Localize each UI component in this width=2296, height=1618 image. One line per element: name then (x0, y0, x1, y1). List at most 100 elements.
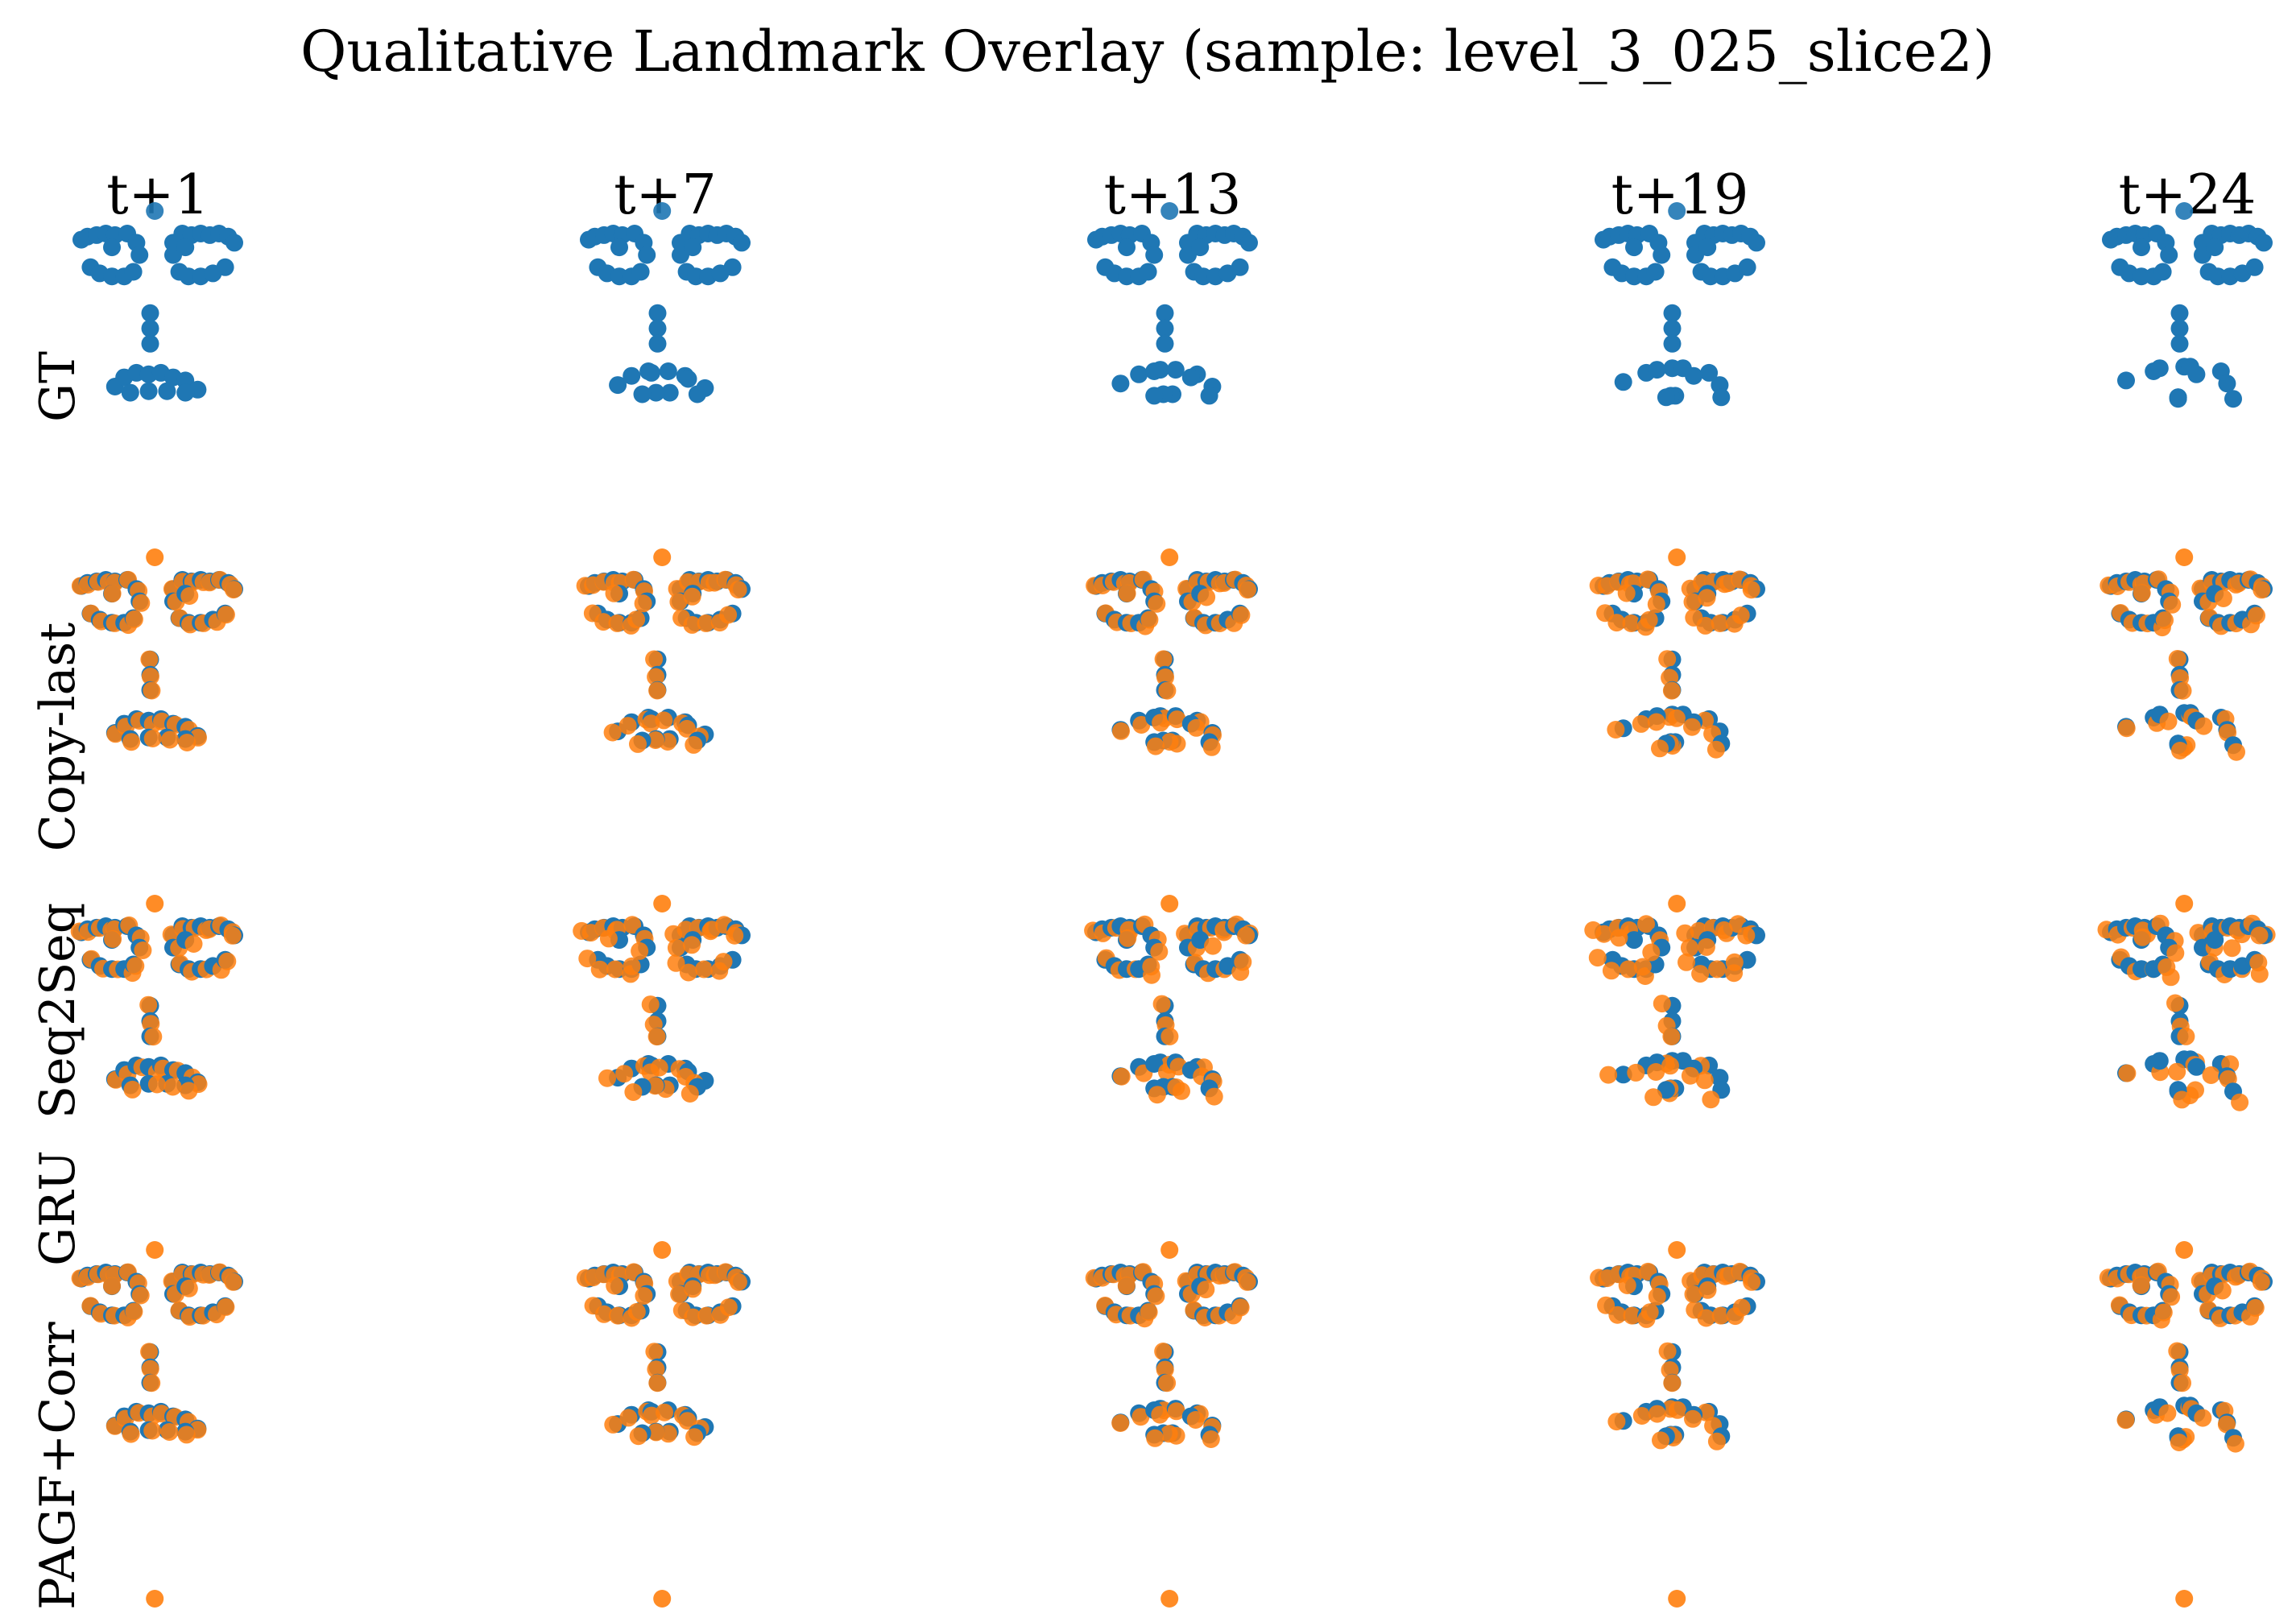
pred-landmark-right_brow (1742, 581, 1760, 599)
pred-landmark-mouth (1651, 739, 1669, 758)
pred-landmark-mouth (2231, 1093, 2249, 1111)
gt-landmark-mouth (1657, 388, 1675, 407)
pred-landmark-nose (648, 1374, 667, 1392)
pred-landmark-mouth (1632, 1407, 1651, 1425)
pred-landmark-mouth (1681, 1066, 1699, 1085)
gt-landmark-eye_dots (1118, 238, 1136, 257)
pred-landmark-eye_dots (669, 593, 688, 611)
pred-landmark-right_eye_curve (1691, 965, 1710, 983)
pred-landmark-mouth (2228, 743, 2245, 761)
pred-landmark-nose (141, 668, 159, 685)
pred-landmark-right_eye_curve (217, 606, 235, 624)
pred-landmark-left_eye_curve (609, 1306, 627, 1325)
pred-landmark-nose (1662, 681, 1681, 700)
chin-landmark (146, 1241, 164, 1259)
pred-landmark-left_eye_curve (1142, 958, 1160, 976)
pred-landmark-eye_dots (1680, 938, 1698, 957)
pred-landmark-mouth (618, 717, 637, 735)
pred-landmark-right_eye_curve (1725, 953, 1744, 971)
gt-landmark-nose (2170, 334, 2189, 353)
gt-landmark-nose (1663, 304, 1682, 322)
pred-landmark-mouth (678, 1412, 697, 1430)
pred-landmark-left_eye_curve (623, 957, 641, 975)
pred-landmark-mouth (143, 1421, 162, 1440)
pred-landmark-mouth (161, 730, 179, 749)
gt-landmark-eye_dots (130, 246, 149, 264)
gt-landmark-mouth (2169, 390, 2187, 408)
pred-landmark-eye_dots (684, 1280, 702, 1298)
pred-landmark-nose (1158, 681, 1177, 700)
pred-landmark-nose (1662, 1028, 1681, 1045)
pred-landmark-mouth (1168, 710, 1186, 729)
chin-landmark (2175, 548, 2194, 566)
gt-landmark-mouth (1130, 365, 1148, 383)
gt-landmark-nose (1156, 319, 1174, 337)
pred-landmark-eye_dots (1148, 594, 1166, 613)
pred-landmark-nose (2166, 994, 2184, 1012)
gt-landmark-mouth (1145, 362, 1164, 380)
pred-landmark-right_brow (726, 926, 744, 945)
pred-landmark-mouth (685, 1428, 704, 1446)
gt-landmark-mouth (647, 383, 665, 402)
pred-landmark-mouth (624, 1083, 643, 1101)
gt-landmark-mouth (623, 366, 641, 385)
chin-landmark (1668, 1241, 1686, 1259)
pred-landmark-nose (1154, 1343, 1173, 1360)
gt-landmark-left_eye_curve (1118, 267, 1136, 286)
pred-landmark-eye_dots (1118, 584, 1136, 602)
pred-landmark-mouth (1647, 713, 1665, 731)
pred-landmark-nose (1658, 1342, 1677, 1360)
pred-landmark-right_brow (729, 1272, 747, 1291)
pred-landmark-mouth (2202, 1066, 2220, 1084)
chin-landmark (1668, 895, 1686, 912)
pred-landmark-eye_dots (134, 941, 152, 959)
gt-landmark-mouth (2117, 371, 2135, 390)
pred-landmark-mouth (1706, 740, 1725, 759)
pred-landmark-mouth (1152, 714, 1170, 732)
pred-landmark-nose (141, 1359, 159, 1378)
pred-landmark-right_brow (224, 1272, 242, 1291)
pred-landmark-mouth (681, 1085, 699, 1103)
chin-landmark-bottom (2175, 1590, 2194, 1608)
pred-landmark-eye_dots (180, 1279, 198, 1297)
pred-landmark-mouth (1644, 1088, 1663, 1107)
gt-landmark-mouth (2218, 374, 2236, 393)
gt-landmark-right_eye_curve (1194, 267, 1212, 286)
pred-landmark-mouth (2117, 719, 2136, 738)
pred-landmark-eye_dots (2214, 590, 2232, 607)
chin-landmark (1160, 895, 1179, 912)
pred-landmark-left_brow (1637, 915, 1655, 933)
pred-landmark-left_eye_curve (590, 960, 609, 979)
gt-landmark-eye_dots (1698, 238, 1717, 257)
chin-landmark (653, 202, 672, 220)
pred-landmark-left_eye_curve (1608, 1306, 1627, 1324)
gt-landmark-left_eye_curve (2133, 267, 2150, 286)
pred-landmark-eye_dots (184, 935, 203, 953)
pred-landmark-mouth (656, 1403, 673, 1421)
pred-landmark-eye_dots (1684, 1285, 1702, 1303)
pred-landmark-eye_dots (131, 1286, 150, 1305)
pred-landmark-mouth (685, 735, 703, 754)
pred-landmark-left_eye_curve (595, 1305, 613, 1323)
pred-landmark-right_eye_curve (683, 615, 701, 634)
pred-landmark-mouth (615, 1065, 634, 1083)
chin-landmark (146, 895, 164, 912)
pred-landmark-nose (144, 1028, 163, 1046)
pred-landmark-right_brow (1743, 1272, 1761, 1291)
pred-landmark-mouth (147, 1075, 166, 1094)
gt-landmark-right_eye_curve (687, 267, 705, 286)
gt-landmark-mouth (659, 362, 677, 380)
pred-landmark-nose (143, 681, 161, 700)
gt-landmark-mouth (2150, 1052, 2169, 1070)
gt-landmark-right_brow (225, 234, 243, 252)
gt-landmark-mouth (1712, 388, 1731, 407)
pred-landmark-left_eye_curve (1623, 1306, 1641, 1325)
pred-landmark-mouth (646, 1077, 664, 1095)
pred-landmark-mouth (180, 1082, 198, 1100)
pred-landmark-right_brow (1676, 924, 1694, 942)
pred-landmark-left_eye_curve (1588, 949, 1607, 967)
pred-landmark-eye_dots (635, 1287, 653, 1305)
pred-landmark-mouth (1205, 1087, 1223, 1106)
pred-landmark-nose (648, 681, 667, 700)
gt-landmark-nose (141, 334, 159, 353)
